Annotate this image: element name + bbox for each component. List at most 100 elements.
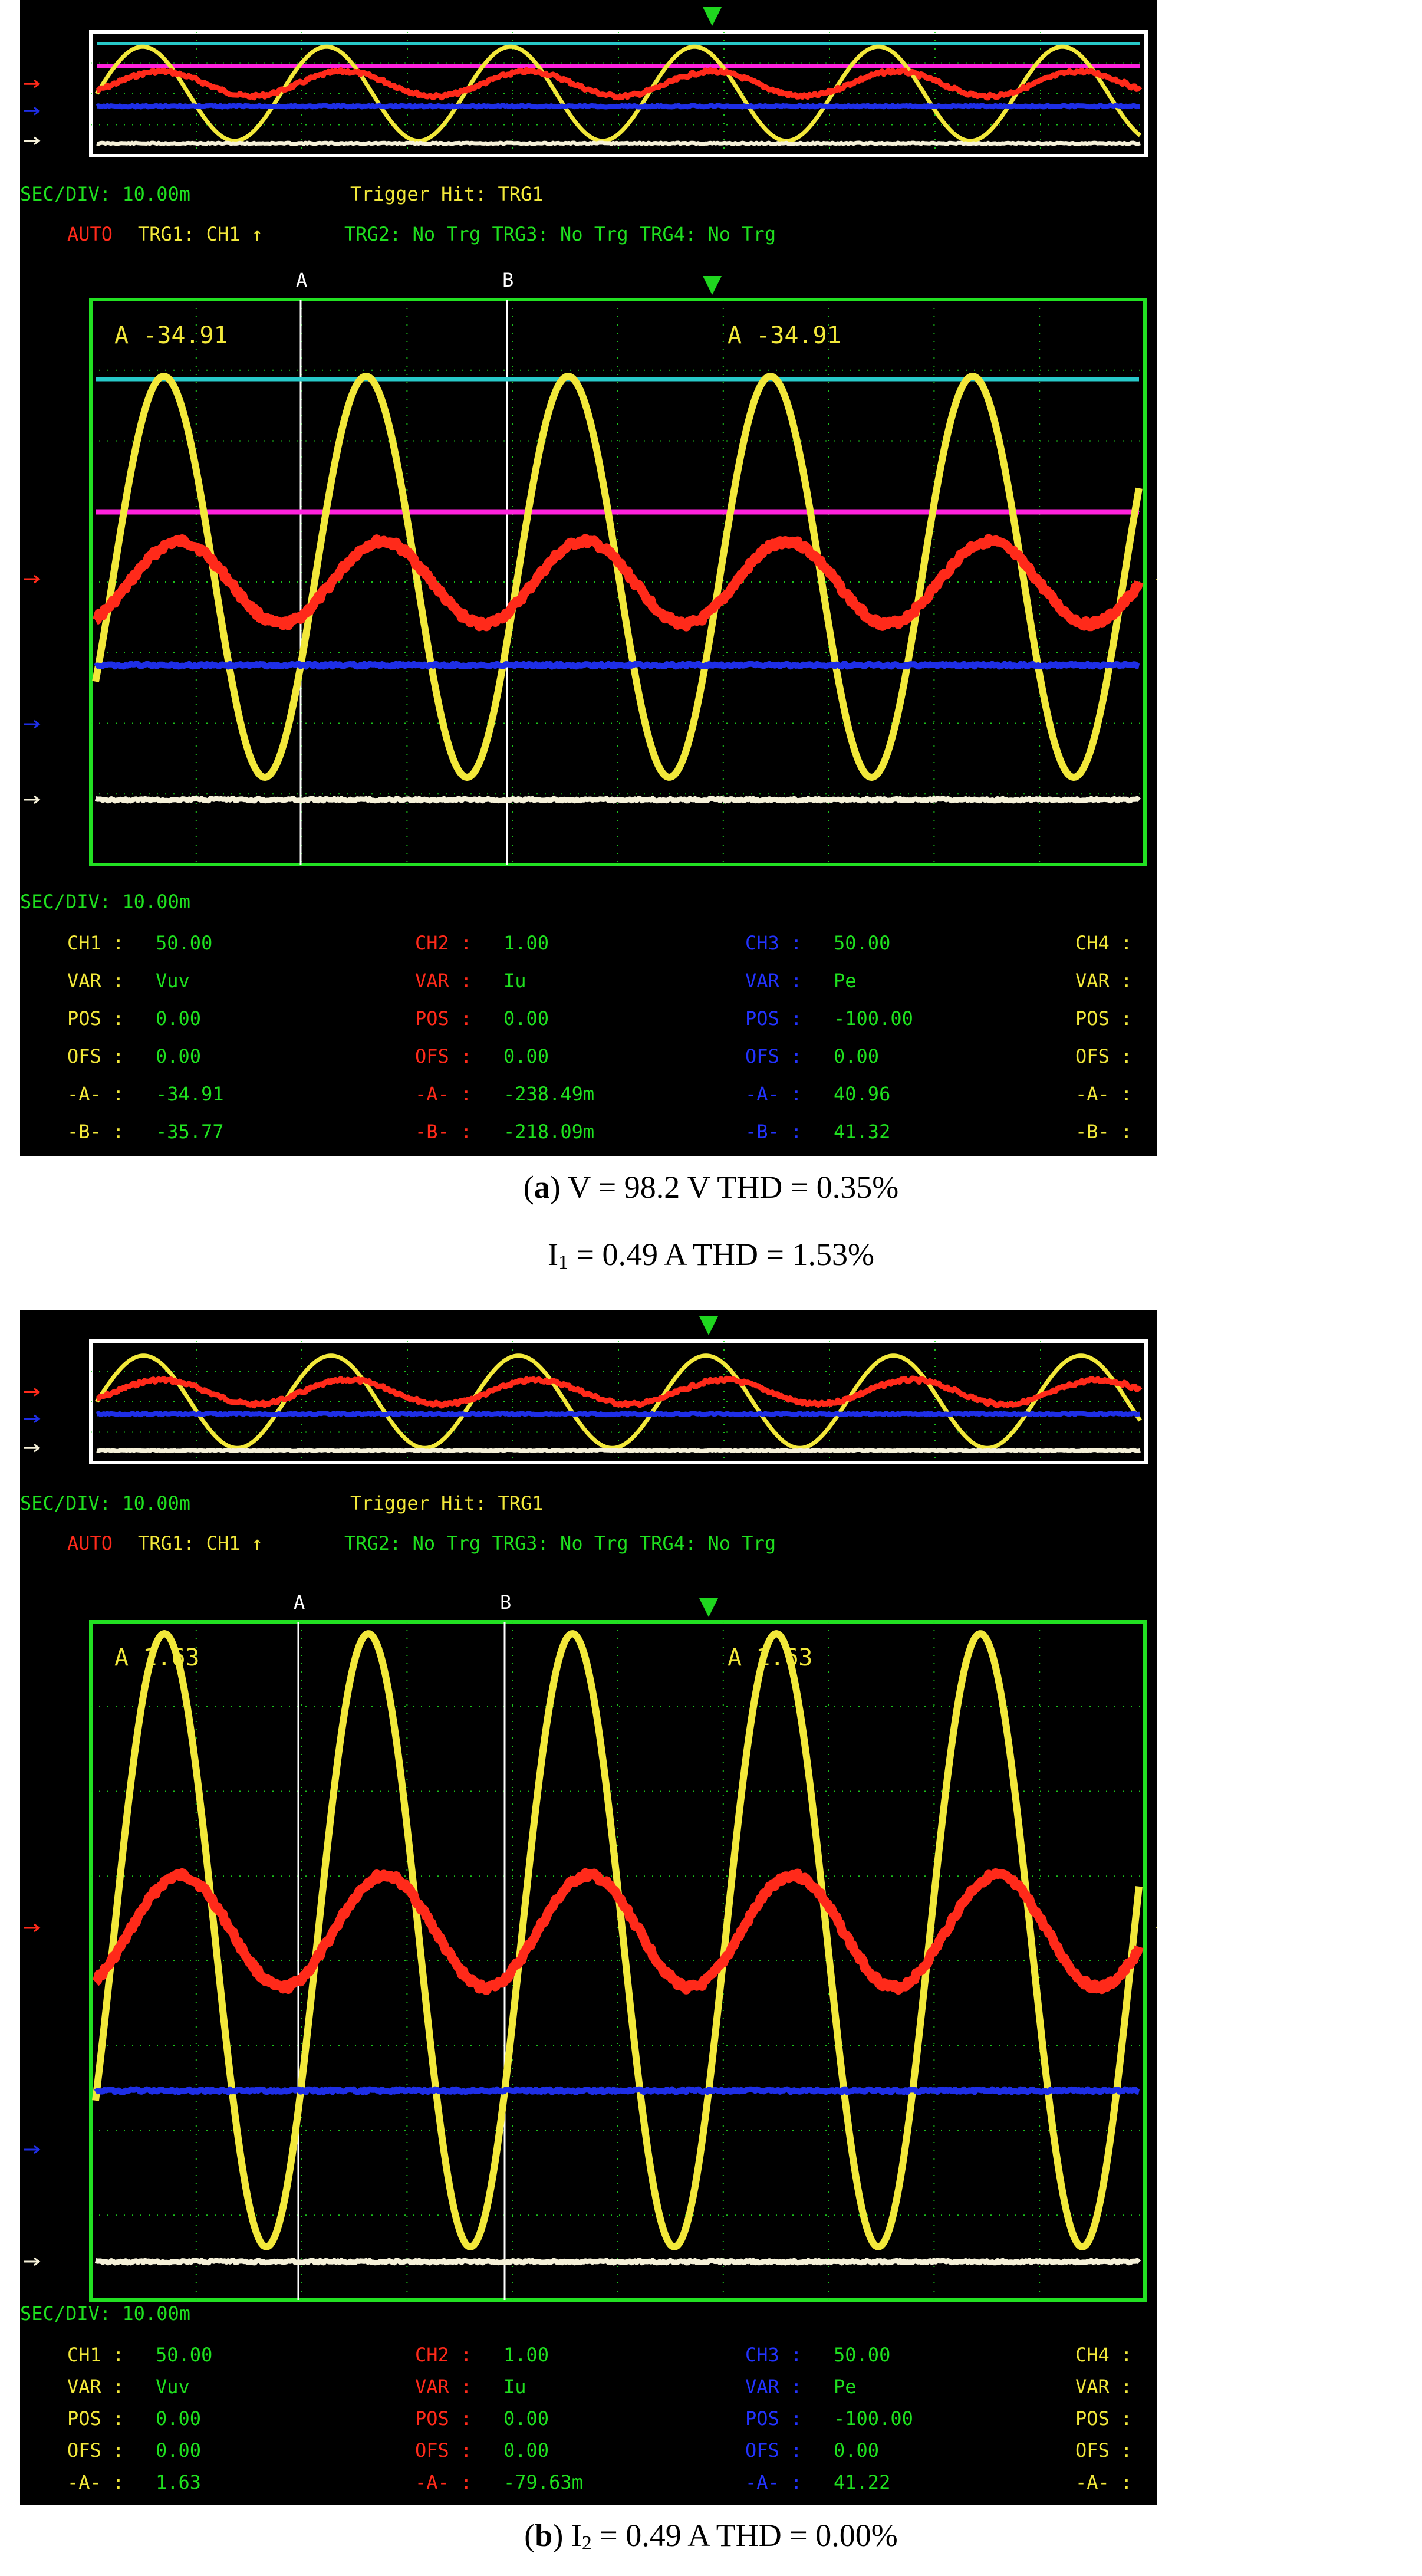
ch2-pos-label: POS : — [415, 2407, 472, 2430]
ch2-ofs-label: OFS : — [415, 2439, 472, 2462]
ch4-pos-label: POS : — [1075, 2407, 1132, 2430]
main-ch3-trace — [94, 2086, 1140, 2095]
ch3-b-value: 40.56 — [834, 2503, 890, 2505]
main-ch4-arrow-head — [34, 795, 41, 804]
ch1-var-label: VAR : — [67, 2375, 124, 2398]
ch4-var-label: VAR : — [1075, 2375, 1132, 2398]
ch1-ofs-value: 0.00 — [156, 1045, 201, 1067]
overview-ch2-trace — [96, 1375, 1143, 1409]
caption-b-letter: b — [535, 2518, 553, 2553]
trg-rest-status: TRG2: No Trg TRG3: No Trg TRG4: No Trg — [344, 1532, 776, 1555]
main-ch4-trace — [94, 2258, 1141, 2266]
overview-ch2-arrow-head — [34, 1388, 41, 1397]
bottom-secdiv-readout: SEC/DIV: 10.00m — [20, 2302, 190, 2325]
ch4-ofs-label: OFS : — [1075, 1045, 1132, 1067]
auto-mode-label: AUTO — [67, 1532, 113, 1555]
trigger-hit-status: Trigger Hit: TRG1 — [350, 1492, 544, 1514]
ch1-pos-value: 0.00 — [156, 2407, 201, 2430]
ch4-pos-label: POS : — [1075, 1007, 1132, 1030]
caption-b-rest: = 0.49 A THD = 0.00% — [591, 2518, 898, 2553]
cursor-readout-left: A -34.91 — [114, 322, 228, 349]
ch4-a-label: -A- : — [1075, 1083, 1132, 1105]
ch2-pos-value: 0.00 — [503, 1007, 549, 1030]
ch4-name-label: CH4 : — [1075, 932, 1132, 954]
overview-ch3-arrow-head — [34, 1414, 41, 1424]
ch1-b-value: -35.77 — [156, 1121, 224, 1143]
ch1-pos-label: POS : — [67, 1007, 124, 1030]
overview-ch4-arrow-head — [34, 1444, 41, 1453]
ch1-a-label: -A- : — [67, 1083, 124, 1105]
overview-trigger-marker — [703, 7, 722, 26]
overview-ch2-trace — [96, 67, 1143, 101]
ch4-name-label: CH4 : — [1075, 2344, 1132, 2366]
ch4-ofs-label: OFS : — [1075, 2439, 1132, 2462]
secdiv-readout: SEC/DIV: 10.00m — [20, 1492, 190, 1514]
ch2-ofs-value: 0.00 — [503, 2439, 549, 2462]
ch3-pos-value: -100.00 — [834, 1007, 913, 1030]
ch2-var-label: VAR : — [415, 970, 472, 992]
ch2-a-label: -A- : — [415, 1083, 472, 1105]
ch2-var-label: VAR : — [415, 2375, 472, 2398]
main-ch4-arrow-head — [34, 2257, 41, 2266]
ch1-b-label: -B- : — [67, 1121, 124, 1143]
caption-b-sub: 2 — [581, 2532, 592, 2554]
overview-ch1-trace — [95, 44, 1142, 143]
ch2-pos-label: POS : — [415, 1007, 472, 1030]
ch1-ofs-label: OFS : — [67, 1045, 124, 1067]
main-trigger-marker — [699, 1598, 718, 1617]
ch2-a-value: -79.63m — [503, 2471, 583, 2493]
cursor-readout-right: A 1.63 — [728, 1644, 813, 1671]
overview-ch2-arrow-head — [34, 79, 41, 88]
ch3-var-value: Pe — [834, 970, 857, 992]
ch3-pos-label: POS : — [745, 2407, 802, 2430]
main-ch3-arrow-head — [34, 719, 41, 729]
ch2-a-value: -238.49m — [503, 1083, 594, 1105]
ch3-b-value: 41.32 — [834, 1121, 890, 1143]
main-ch3-arrow-head — [34, 2145, 41, 2154]
auto-mode-label: AUTO — [67, 223, 113, 245]
ch4-var-label: VAR : — [1075, 970, 1132, 992]
ch3-scale-value: 50.00 — [834, 2344, 890, 2366]
cursor-b-label: B — [500, 1591, 511, 1614]
ch3-a-value: 41.22 — [834, 2471, 890, 2493]
ch2-var-value: Iu — [503, 970, 526, 992]
caption-a-text: V = 98.2 V THD = 0.35% — [568, 1169, 899, 1205]
main-level-marker — [1156, 1927, 1157, 1928]
trg1-status: TRG1: CH1 ↑ — [138, 223, 263, 245]
ch2-name-label: CH2 : — [415, 2344, 472, 2366]
main-ch2-trace — [93, 534, 1144, 632]
ch1-scale-value: 50.00 — [156, 2344, 212, 2366]
ch2-var-value: Iu — [503, 2375, 526, 2398]
ch2-scale-value: 1.00 — [503, 932, 549, 954]
ch1-name-label: CH1 : — [67, 932, 124, 954]
ch1-a-value: 1.63 — [156, 2471, 201, 2493]
ch3-ofs-value: 0.00 — [834, 2439, 879, 2462]
ch2-ofs-label: OFS : — [415, 1045, 472, 1067]
ch4-b-label: -B- : — [1075, 1121, 1132, 1143]
ch3-ofs-label: OFS : — [745, 1045, 802, 1067]
ch1-name-label: CH1 : — [67, 2344, 124, 2366]
cursor-a-label: A — [294, 1591, 305, 1614]
ch1-ofs-value: 0.00 — [156, 2439, 201, 2462]
ch3-b-label: -B- : — [745, 2503, 802, 2505]
ch3-b-label: -B- : — [745, 1121, 802, 1143]
caption-a-l2-rest: = 0.49 A THD = 1.53% — [568, 1237, 874, 1272]
trg-rest-status: TRG2: No Trg TRG3: No Trg TRG4: No Trg — [344, 223, 776, 245]
caption-a-line2: I1 = 0.49 A THD = 1.53% — [0, 1236, 1422, 1274]
ch3-a-value: 40.96 — [834, 1083, 890, 1105]
ch1-pos-value: 0.00 — [156, 1007, 201, 1030]
ch3-ofs-value: 0.00 — [834, 1045, 879, 1067]
main-ch3-trace — [94, 661, 1140, 670]
main-trigger-marker — [703, 276, 722, 295]
ch4-b-label: -B- : — [1075, 2503, 1132, 2505]
ch2-pos-value: 0.00 — [503, 2407, 549, 2430]
ch1-pos-label: POS : — [67, 2407, 124, 2430]
main-ch1-trace — [92, 1630, 1143, 2250]
ch2-b-value: -218.09m — [503, 1121, 594, 1143]
main-ch4-trace — [94, 796, 1141, 804]
ch3-var-value: Pe — [834, 2375, 857, 2398]
secdiv-readout: SEC/DIV: 10.00m — [20, 183, 190, 205]
